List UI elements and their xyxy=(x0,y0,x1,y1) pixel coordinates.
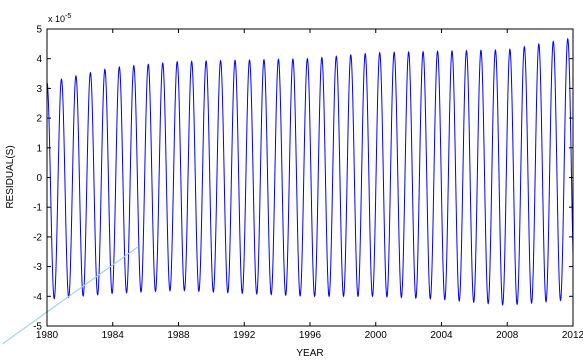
x-axis-title: YEAR xyxy=(296,348,323,359)
y-tick-label: -4 xyxy=(33,292,42,303)
y-tick-label: 1 xyxy=(36,143,42,154)
residual-series-line xyxy=(46,37,574,306)
y-scale-factor: x 10-5 xyxy=(48,13,71,24)
annotation-line xyxy=(2,246,138,345)
x-tick-label: 1984 xyxy=(102,330,125,341)
series-layer xyxy=(46,37,574,306)
y-tick-label: -5 xyxy=(33,322,42,333)
y-tick-label: 3 xyxy=(36,84,42,95)
y-tick-label: -2 xyxy=(33,232,42,243)
x-tick-label: 1980 xyxy=(36,330,59,341)
y-tick-label: 4 xyxy=(36,54,42,65)
y-axis: -5 -4 -3 -2 -1 0 1 2 3 4 5 xyxy=(33,25,573,333)
y-scale-base: x 10 xyxy=(48,14,65,24)
y-tick-label: 2 xyxy=(36,114,42,125)
x-tick-label: 1996 xyxy=(299,330,322,341)
y-tick-label: -1 xyxy=(33,203,42,214)
y-tick-label: 0 xyxy=(36,173,42,184)
x-axis: 1980 1984 1988 1992 1996 2000 2004 2008 2012 xyxy=(36,29,583,341)
y-scale-exponent: -5 xyxy=(65,13,71,20)
annotation-layer xyxy=(2,246,138,345)
x-tick-label: 2008 xyxy=(496,330,519,341)
y-tick-label: 5 xyxy=(36,25,42,36)
y-axis-title: RESIDUAL(S) xyxy=(5,145,16,208)
x-tick-label: 1988 xyxy=(167,330,190,341)
x-tick-label: 1992 xyxy=(233,330,256,341)
x-tick-label: 2000 xyxy=(365,330,388,341)
y-tick-label: -3 xyxy=(33,262,42,273)
x-tick-label: 2004 xyxy=(430,330,453,341)
x-tick-label: 2012 xyxy=(562,330,583,341)
